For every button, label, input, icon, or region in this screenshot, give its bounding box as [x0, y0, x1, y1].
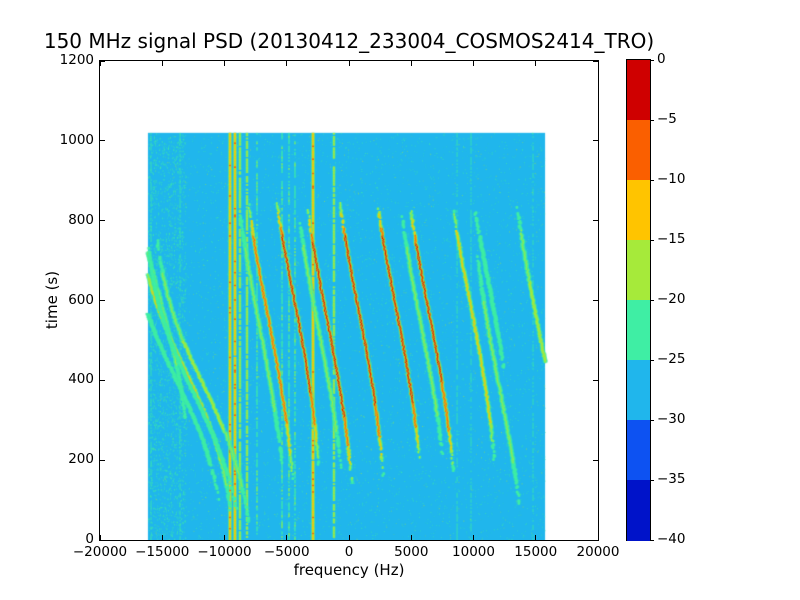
y-tick-mark — [100, 379, 105, 381]
y-tick-mark — [593, 220, 598, 222]
colorbar-tick-mark — [650, 239, 654, 241]
x-tick-label: 10000 — [452, 544, 495, 560]
y-tick-mark — [593, 459, 598, 461]
x-tick-mark — [535, 535, 537, 540]
x-tick-mark — [348, 61, 350, 66]
x-tick-mark — [286, 61, 288, 66]
spectrogram-canvas — [100, 61, 598, 540]
x-tick-mark — [535, 61, 537, 66]
x-tick-mark — [224, 61, 225, 66]
x-tick-mark — [597, 535, 599, 540]
colorbar-band — [627, 480, 650, 541]
colorbar-tick-label: −5 — [657, 111, 677, 127]
y-tick-label: 0 — [85, 531, 94, 547]
x-tick-mark — [410, 61, 412, 66]
colorbar-tick-label: −40 — [657, 531, 686, 547]
x-tick-mark — [410, 535, 412, 540]
colorbar-tick-mark — [650, 119, 654, 121]
x-tick-label: 5000 — [394, 544, 429, 560]
y-tick-mark — [100, 220, 105, 222]
y-tick-label: 400 — [68, 371, 94, 388]
x-tick-mark — [224, 535, 225, 540]
x-tick-mark — [473, 535, 474, 540]
colorbar-band — [627, 360, 650, 421]
x-tick-mark — [348, 535, 350, 540]
x-tick-mark — [597, 61, 599, 66]
x-tick-mark — [161, 535, 163, 540]
x-tick-label: 20000 — [576, 544, 620, 560]
x-tick-mark — [286, 535, 288, 540]
y-tick-label: 600 — [68, 291, 94, 308]
colorbar-band — [627, 60, 650, 121]
colorbar-tick-mark — [650, 539, 654, 541]
y-tick-mark — [593, 140, 598, 142]
x-tick-label: −10000 — [197, 544, 252, 560]
colorbar-tick-mark — [650, 419, 654, 421]
colorbar-tick-mark — [650, 299, 654, 301]
colorbar-band — [627, 420, 650, 481]
y-tick-mark — [593, 379, 598, 381]
colorbar-band — [627, 180, 650, 241]
colorbar-band — [627, 240, 650, 301]
x-tick-mark — [161, 61, 163, 66]
x-axis-label: frequency (Hz) — [293, 561, 405, 579]
colorbar-band — [627, 120, 650, 181]
y-tick-mark — [100, 60, 105, 62]
x-tick-label: −5000 — [263, 544, 310, 560]
x-tick-label: −20000 — [72, 544, 128, 560]
y-tick-label: 800 — [68, 211, 94, 228]
y-tick-mark — [100, 539, 105, 541]
colorbar-tick-label: 0 — [657, 51, 666, 67]
y-tick-mark — [593, 300, 598, 301]
x-tick-label: 15000 — [514, 544, 558, 560]
y-tick-mark — [100, 140, 105, 142]
colorbar-tick-mark — [650, 179, 654, 181]
colorbar-tick-mark — [650, 59, 654, 61]
x-tick-label: −15000 — [135, 544, 190, 560]
y-tick-label: 1200 — [59, 52, 94, 68]
colorbar-tick-label: −30 — [657, 411, 686, 427]
colorbar-tick-mark — [650, 359, 654, 361]
y-tick-mark — [593, 539, 598, 541]
x-tick-label: 0 — [344, 544, 354, 560]
y-tick-mark — [100, 300, 105, 301]
plot-area — [99, 60, 599, 541]
x-tick-mark — [99, 61, 101, 66]
colorbar-band — [627, 300, 650, 361]
colorbar-tick-label: −10 — [657, 171, 686, 187]
y-tick-mark — [593, 60, 598, 62]
x-tick-mark — [99, 535, 101, 540]
y-tick-label: 200 — [68, 451, 94, 468]
colorbar-tick-label: −15 — [657, 231, 686, 247]
colorbar-tick-label: −35 — [657, 471, 686, 487]
x-tick-mark — [473, 61, 474, 66]
colorbar-tick-mark — [650, 479, 654, 481]
chart-title: 150 MHz signal PSD (20130412_233004_COSM… — [43, 29, 655, 53]
colorbar — [626, 59, 651, 541]
y-tick-mark — [100, 459, 105, 461]
colorbar-tick-label: −20 — [657, 291, 686, 307]
y-tick-label: 1000 — [59, 131, 94, 148]
colorbar-tick-label: −25 — [657, 351, 686, 367]
